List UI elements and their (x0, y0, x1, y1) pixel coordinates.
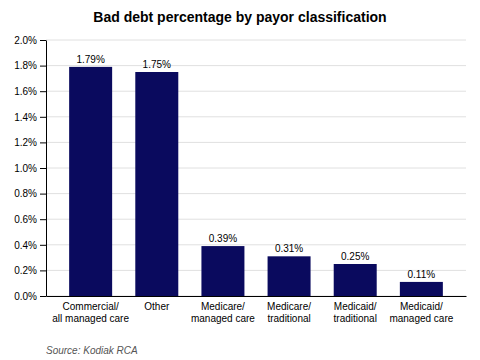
x-tick: Medicare/managed care (191, 301, 255, 324)
y-tick: 0.2% (14, 265, 46, 276)
chart-container: 0.0% 0.2% 0.4% 0.6% 0.8% 1.0% 1.2% 1.4% 1.6% 1.8%… (0, 0, 480, 360)
y-tick: 0.8% (14, 188, 46, 199)
x-tick-label-line: managed care (191, 313, 255, 324)
y-tick: 1.6% (14, 86, 46, 97)
x-tick-label-line: traditional (267, 313, 310, 324)
y-tick-label: 2.0% (14, 35, 37, 46)
x-tick-label: Commercial/all managed care (52, 301, 129, 324)
chart-svg: 0.0% 0.2% 0.4% 0.6% 0.8% 1.0% 1.2% 1.4% 1.6% 1.8%… (0, 0, 480, 360)
y-tick: 0.6% (14, 214, 46, 225)
data-label: 0.11% (408, 269, 436, 280)
x-tick: Medicare/traditional (267, 301, 311, 324)
data-label: 1.79% (76, 54, 104, 65)
y-axis-line (46, 41, 47, 297)
grid-line (46, 40, 466, 41)
y-tick-mark (40, 91, 46, 92)
x-tick-label: Medicaid/traditional (334, 301, 377, 324)
y-tick: 1.4% (14, 112, 46, 123)
x-tick-label-line: Medicaid/ (334, 301, 377, 312)
y-tick-label: 0.8% (14, 188, 37, 199)
y-tick-label: 1.0% (14, 163, 37, 174)
y-tick-mark (40, 245, 46, 246)
y-tick-mark (40, 219, 46, 220)
data-label: 0.31% (275, 243, 303, 254)
x-tick-label-line: traditional (334, 313, 377, 324)
y-tick: 2.0% (14, 35, 46, 46)
x-tick-label: Medicare/traditional (267, 301, 311, 324)
bar (135, 72, 178, 296)
y-tick-mark (40, 270, 46, 271)
x-tick-label-line: Medicaid/ (400, 301, 443, 312)
y-tick-label: 1.8% (14, 60, 37, 71)
data-label: 0.39% (209, 233, 237, 244)
y-tick: 0.0% (14, 291, 46, 302)
bars (69, 67, 443, 296)
y-tick-label: 1.6% (14, 86, 37, 97)
x-tick-label-line: Medicare/ (267, 301, 311, 312)
y-tick-label: 0.6% (14, 214, 37, 225)
x-tick-label-line: Medicare/ (201, 301, 245, 312)
y-tick-label: 0.2% (14, 265, 37, 276)
y-tick-label: 1.4% (14, 112, 37, 123)
grid-line (46, 65, 466, 66)
y-tick: 0.4% (14, 240, 46, 251)
annotation: Source: Kodiak RCA (46, 345, 138, 356)
x-tick: Other (144, 301, 170, 312)
y-tick-label: 0.0% (14, 291, 37, 302)
x-tick-label-line: managed care (389, 313, 453, 324)
x-tick-label-line: Commercial/ (63, 301, 119, 312)
y-tick: 1.0% (14, 163, 46, 174)
y-tick-mark (40, 168, 46, 169)
y-tick-mark (40, 194, 46, 195)
data-label: 0.25% (341, 251, 369, 262)
bar (201, 246, 244, 296)
y-tick-mark (40, 117, 46, 118)
data-label: 1.75% (143, 59, 171, 70)
x-tick: Medicaid/traditional (334, 301, 377, 324)
x-axis-line (47, 296, 467, 297)
bar (400, 282, 443, 296)
bar (268, 256, 311, 296)
x-tick-label: Other (144, 301, 170, 312)
y-tick-label: 1.2% (14, 137, 37, 148)
x-axis: Commercial/all managed care Other Medicare… (47, 297, 467, 324)
x-tick-label: Medicare/managed care (191, 301, 255, 324)
y-tick: 1.2% (14, 137, 46, 148)
y-tick: 1.8% (14, 60, 46, 71)
x-tick: Commercial/all managed care (52, 301, 129, 324)
x-tick: Medicaid/managed care (389, 301, 453, 324)
y-tick-mark (40, 66, 46, 67)
grid (46, 40, 466, 296)
y-tick-mark (40, 296, 46, 297)
bar (69, 67, 112, 296)
y-axis: 0.0% 0.2% 0.4% 0.6% 0.8% 1.0% 1.2% 1.4% 1.6% 1.8%… (14, 35, 46, 302)
x-tick-label-line: Other (144, 301, 170, 312)
y-tick-mark (40, 40, 46, 41)
y-tick-label: 0.4% (14, 240, 37, 251)
x-tick-label-line: all managed care (52, 313, 129, 324)
bar (334, 264, 377, 296)
x-tick-label: Medicaid/managed care (389, 301, 453, 324)
y-tick-mark (40, 142, 46, 143)
data-labels: 1.79% 1.75% 0.39% 0.31% 0.25% 0.11% (76, 54, 435, 280)
title: Bad debt percentage by payor classificat… (93, 9, 386, 25)
